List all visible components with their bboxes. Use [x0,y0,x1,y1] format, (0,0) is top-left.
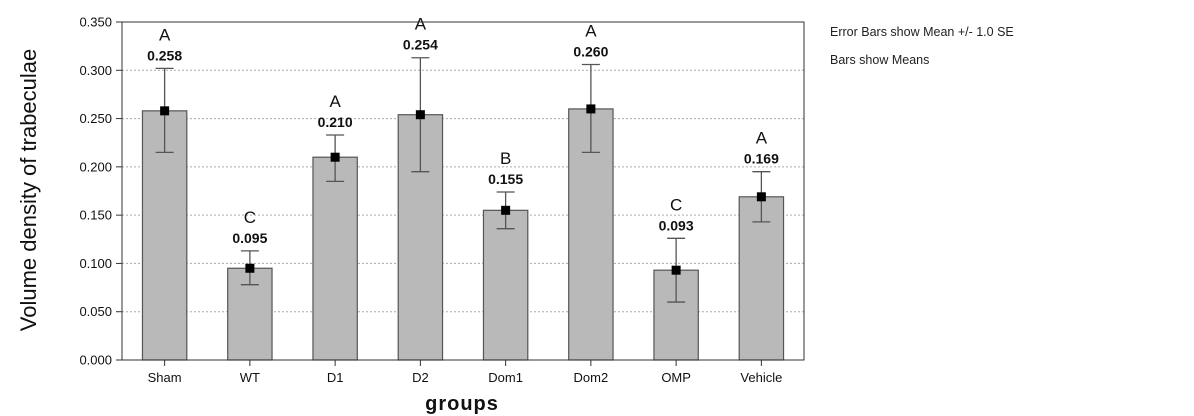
error-bar-note: Error Bars show Mean +/- 1.0 SE [830,25,1014,39]
x-tick-label: Vehicle [740,370,782,385]
y-tick-label: 0.200 [79,159,112,174]
x-tick-label: Dom1 [488,370,523,385]
group-letter-label: C [244,208,256,227]
mean-marker [501,205,511,215]
bar [738,196,785,361]
bars-note: Bars show Means [830,53,929,67]
x-tick-label: Sham [148,370,182,385]
group-letter-label: B [500,149,511,168]
data-label: 0.210 [318,114,353,130]
x-tick-label: D1 [327,370,344,385]
error-bars [155,57,771,303]
grid-lines [122,69,804,313]
y-axis: 0.000 0.050 0.100 0.150 0.200 0.250 0.300 0.350 [79,15,122,368]
x-axis-title: groups [425,393,499,415]
x-tick-label: OMP [661,370,691,385]
y-tick-label: 0.250 [79,111,112,126]
mean-marker [160,106,170,116]
group-letter-label: C [670,195,682,214]
bar-labels: 0.258 A 0.095 C 0.210 A 0.254 A 0.155 B 0.260 A 0.09… [147,15,779,246]
data-label: 0.093 [659,217,694,233]
plot-frame [121,21,805,361]
x-tick-label: D2 [412,370,429,385]
bar [482,209,529,361]
y-tick-label: 0.150 [79,208,112,223]
mean-marker [415,110,425,120]
y-tick-label: 0.100 [79,256,112,271]
group-letter-label: A [756,129,768,148]
data-label: 0.260 [573,43,608,59]
data-label: 0.258 [147,47,182,63]
data-label: 0.254 [403,37,438,53]
mean-marker [671,265,681,275]
x-axis: Sham WT D1 D2 Dom1 Dom2 OMP Vehicle [148,360,782,385]
mean-marker [586,104,596,114]
y-tick-label: 0.300 [79,63,112,78]
group-letter-label: A [159,25,171,44]
group-letter-label: A [415,15,427,34]
group-letter-label: A [585,21,597,40]
y-axis-title: Volume density of trabeculae [16,49,41,332]
mean-marker [330,152,340,162]
x-tick-label: WT [240,370,260,385]
y-tick-label: 0.050 [79,304,112,319]
y-tick-label: 0.350 [79,15,112,30]
y-tick-label: 0.000 [79,353,112,368]
mean-marker [756,192,766,202]
x-tick-label: Dom2 [574,370,609,385]
bar [312,156,358,361]
mean-marker [245,263,255,273]
group-letter-label: A [329,92,341,111]
data-label: 0.095 [232,230,267,246]
data-label: 0.169 [744,151,779,167]
data-label: 0.155 [488,171,523,187]
